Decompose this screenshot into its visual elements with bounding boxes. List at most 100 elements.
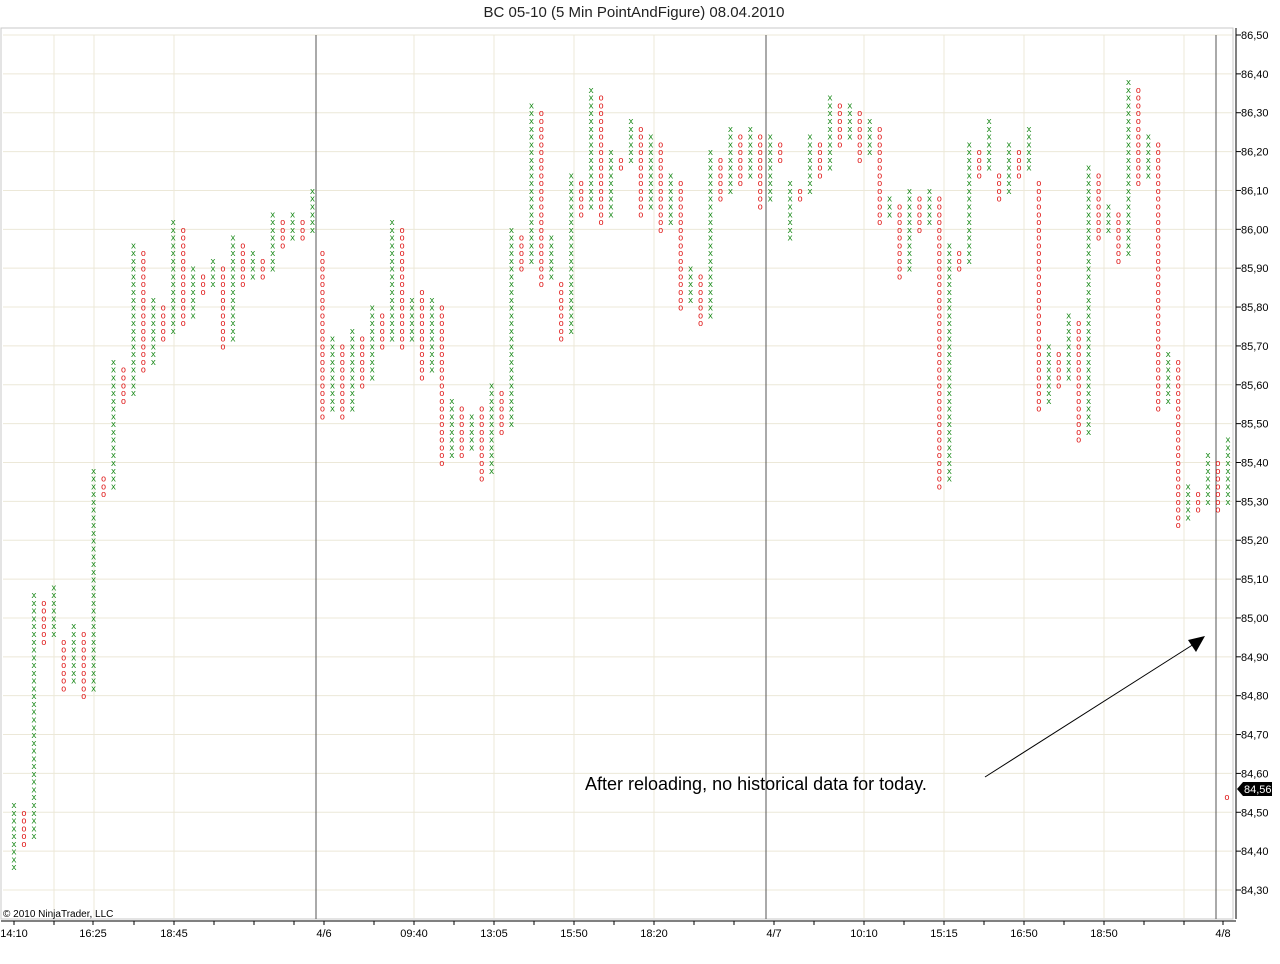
o-box: o	[1036, 311, 1041, 321]
x-box: x	[11, 848, 17, 858]
x-box: x	[489, 467, 495, 477]
x-box: x	[330, 350, 336, 360]
o-box: o	[439, 420, 444, 430]
x-box: x	[389, 257, 395, 267]
o-box: o	[937, 234, 942, 244]
x-box: x	[1086, 265, 1092, 275]
o-box: o	[1156, 350, 1161, 360]
x-box: x	[1225, 443, 1231, 453]
o-box: o	[718, 179, 723, 189]
o-box: o	[399, 327, 404, 337]
x-box: x	[131, 327, 137, 337]
o-box: o	[658, 140, 663, 150]
o-box: o	[578, 195, 583, 205]
x-box: x	[31, 778, 37, 788]
x-box: x	[966, 249, 972, 259]
o-box: o	[817, 156, 822, 166]
x-box: x	[1086, 210, 1092, 220]
x-box: x	[927, 195, 933, 205]
x-box: x	[907, 226, 913, 236]
y-tick-label: 85,70	[1241, 341, 1269, 353]
x-box: x	[350, 374, 356, 384]
o-box: o	[1215, 459, 1220, 469]
x-box: x	[767, 133, 773, 143]
x-box: x	[608, 179, 614, 189]
o-box: o	[320, 389, 325, 399]
x-box: x	[1046, 389, 1052, 399]
x-box: x	[71, 677, 77, 687]
o-box: o	[180, 249, 185, 259]
o-box: o	[320, 366, 325, 376]
x-box: x	[310, 226, 316, 236]
o-box: o	[1036, 288, 1041, 298]
o-box: o	[340, 350, 345, 360]
x-box: x	[1146, 148, 1152, 158]
o-box: o	[1076, 405, 1081, 415]
x-box: x	[529, 241, 535, 251]
o-box: o	[1076, 420, 1081, 430]
x-box: x	[827, 148, 833, 158]
o-box: o	[1156, 319, 1161, 329]
x-box: x	[966, 218, 972, 228]
x-box: x	[91, 521, 97, 531]
x-box: x	[767, 140, 773, 150]
o-box: o	[598, 164, 603, 174]
o-box: o	[539, 125, 544, 135]
o-box: o	[1175, 366, 1180, 376]
o-box: o	[121, 397, 126, 407]
x-box: x	[648, 140, 654, 150]
x-box: x	[71, 653, 77, 663]
x-box: x	[91, 552, 97, 562]
o-box: o	[1036, 304, 1041, 314]
x-box: x	[190, 304, 196, 314]
o-box: o	[1156, 272, 1161, 282]
o-box: o	[638, 148, 643, 158]
o-box: o	[1116, 241, 1121, 251]
o-box: o	[1076, 327, 1081, 337]
x-box: x	[389, 234, 395, 244]
o-box: o	[1175, 358, 1180, 368]
o-box: o	[1156, 148, 1161, 158]
o-box: o	[1076, 428, 1081, 438]
x-box: x	[966, 226, 972, 236]
o-box: o	[320, 374, 325, 384]
x-box: x	[529, 133, 535, 143]
o-box: o	[141, 280, 146, 290]
o-box: o	[81, 630, 86, 640]
o-box: o	[419, 374, 424, 384]
x-box: x	[409, 319, 415, 329]
o-box: o	[101, 490, 106, 500]
o-box: o	[1156, 327, 1161, 337]
x-box: x	[31, 832, 37, 842]
o-box: o	[1195, 490, 1200, 500]
x-box: x	[111, 436, 117, 446]
x-box: x	[549, 249, 555, 259]
x-box: x	[1146, 164, 1152, 174]
x-box: x	[1086, 187, 1092, 197]
y-tick-label: 85,60	[1241, 380, 1269, 392]
o-box: o	[81, 692, 86, 702]
o-box: o	[678, 203, 683, 213]
o-box: o	[678, 249, 683, 259]
x-box: x	[1006, 164, 1012, 174]
copyright-text: © 2010 NinjaTrader, LLC	[3, 909, 113, 920]
x-box: x	[608, 187, 614, 197]
x-box: x	[31, 661, 37, 671]
o-box: o	[1056, 350, 1061, 360]
o-box: o	[1175, 513, 1180, 523]
o-box: o	[758, 148, 763, 158]
x-box: x	[1086, 288, 1092, 298]
x-box: x	[270, 226, 276, 236]
x-box: x	[190, 272, 196, 282]
x-box: x	[31, 638, 37, 648]
o-box: o	[1036, 335, 1041, 345]
x-box: x	[1066, 319, 1072, 329]
x-box: x	[1126, 187, 1132, 197]
o-box: o	[1175, 374, 1180, 384]
